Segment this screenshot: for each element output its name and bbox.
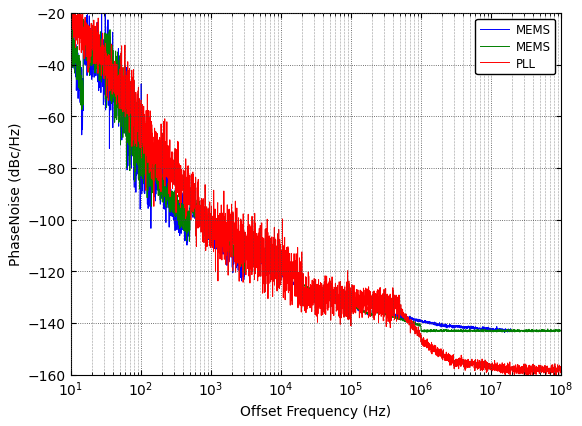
MEMS bbox=[558, 328, 565, 333]
PLL bbox=[424, 345, 431, 351]
Line: MEMS: MEMS bbox=[71, 14, 561, 332]
MEMS bbox=[274, 266, 281, 271]
MEMS bbox=[68, 11, 74, 16]
MEMS bbox=[68, 11, 75, 16]
MEMS bbox=[68, 44, 74, 49]
X-axis label: Offset Frequency (Hz): Offset Frequency (Hz) bbox=[240, 404, 392, 417]
MEMS bbox=[68, 17, 74, 22]
Legend: MEMS, MEMS, PLL: MEMS, MEMS, PLL bbox=[475, 20, 555, 75]
MEMS bbox=[278, 267, 285, 272]
MEMS bbox=[424, 328, 431, 334]
PLL bbox=[277, 283, 284, 288]
MEMS bbox=[237, 275, 244, 280]
PLL bbox=[542, 365, 549, 370]
MEMS bbox=[519, 329, 526, 334]
PLL bbox=[502, 372, 509, 377]
PLL bbox=[68, 11, 74, 16]
MEMS bbox=[300, 283, 307, 288]
PLL bbox=[300, 294, 307, 299]
MEMS bbox=[509, 328, 516, 334]
MEMS bbox=[542, 328, 549, 334]
MEMS bbox=[453, 324, 460, 329]
MEMS bbox=[256, 259, 263, 264]
PLL bbox=[518, 368, 525, 374]
MEMS bbox=[424, 330, 431, 335]
PLL bbox=[558, 368, 565, 373]
Line: PLL: PLL bbox=[71, 14, 561, 375]
MEMS bbox=[144, 151, 151, 156]
MEMS bbox=[118, 115, 125, 120]
MEMS bbox=[501, 330, 508, 335]
MEMS bbox=[500, 328, 507, 333]
Y-axis label: PhaseNoise (dBc/Hz): PhaseNoise (dBc/Hz) bbox=[8, 123, 22, 266]
Line: MEMS: MEMS bbox=[71, 14, 512, 333]
PLL bbox=[274, 280, 281, 285]
